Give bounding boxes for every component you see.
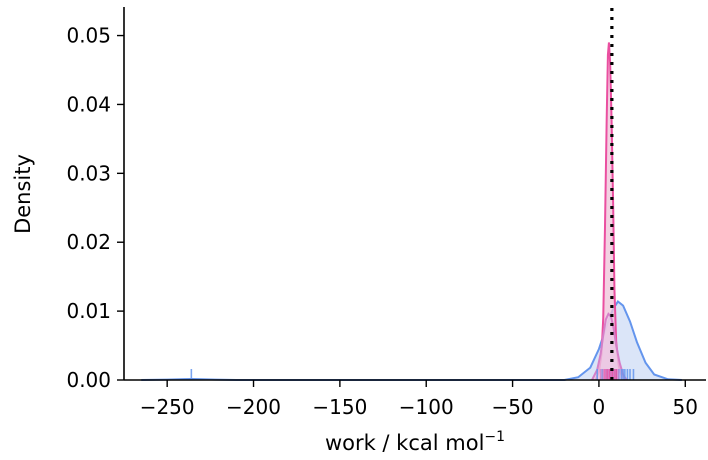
y-tick-label: 0.03 xyxy=(66,161,111,185)
y-tick-label: 0.01 xyxy=(66,299,111,323)
series-layer xyxy=(141,42,682,381)
x-axis-label: work / kcal mol−1 xyxy=(325,429,505,455)
series-2-line xyxy=(591,312,628,381)
y-tick-label: 0.02 xyxy=(66,230,111,254)
x-tick-label: −50 xyxy=(491,395,533,419)
series-0-line xyxy=(141,299,682,381)
x-tick-label: 0 xyxy=(593,395,606,419)
x-tick-label: −100 xyxy=(399,395,454,419)
x-tick-label: −200 xyxy=(226,395,281,419)
x-tick-label: −150 xyxy=(312,395,367,419)
x-tick-label: 50 xyxy=(673,395,698,419)
series-2-area xyxy=(592,313,627,380)
y-axis-label: Density xyxy=(11,154,35,234)
y-axis-ticks: 0.00 0.01 0.02 0.03 0.04 0.05 xyxy=(66,24,124,392)
y-tick-label: 0.04 xyxy=(66,92,111,116)
rug-layer xyxy=(190,369,635,380)
y-tick-label: 0.05 xyxy=(66,24,111,48)
x-axis-label-superscript: −1 xyxy=(484,429,505,445)
x-axis-ticks: −250 −200 −150 −100 −50 0 50 xyxy=(140,380,698,419)
x-axis-label-text: work / kcal mol xyxy=(325,431,484,455)
y-tick-label: 0.00 xyxy=(66,368,111,392)
series-1-area xyxy=(595,42,625,380)
x-tick-label: −250 xyxy=(140,395,195,419)
